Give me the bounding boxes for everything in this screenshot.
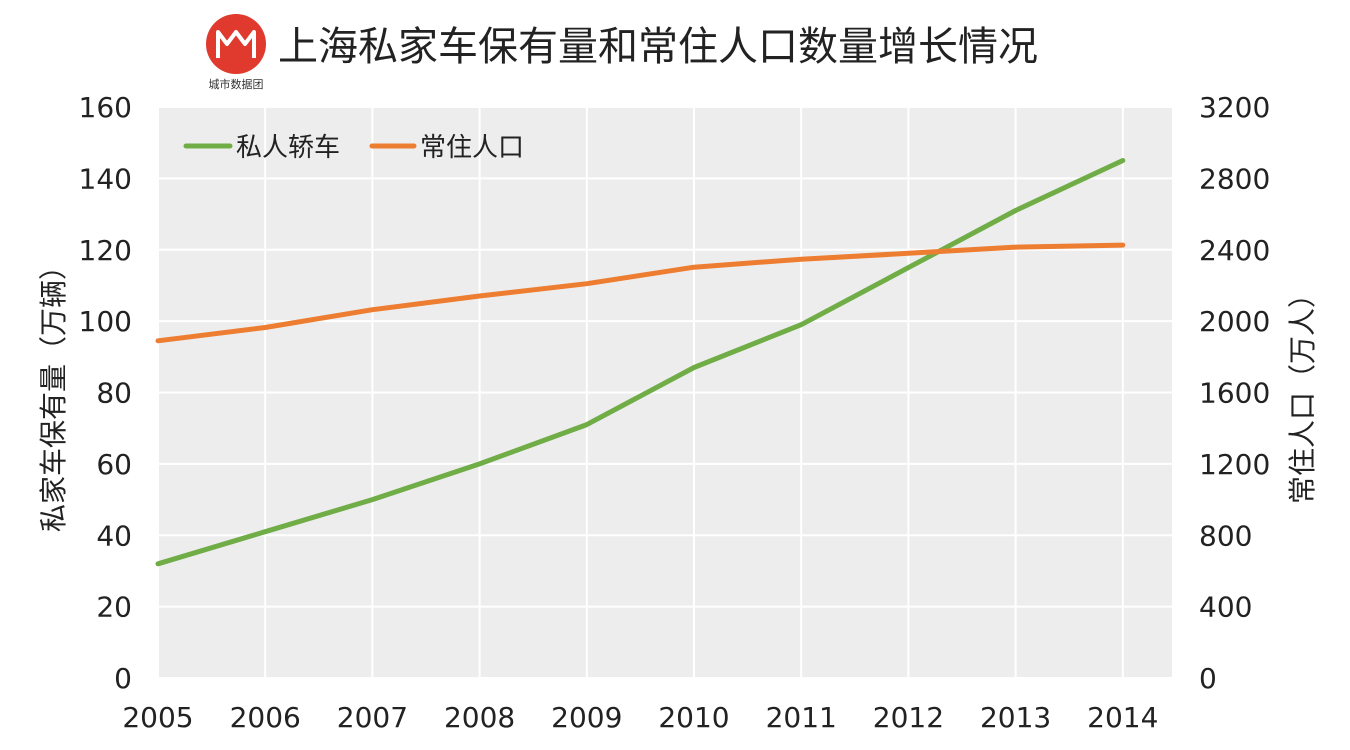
right-tick-label: 2000 bbox=[1199, 305, 1270, 338]
logo-caption: 城市数据团 bbox=[209, 77, 264, 91]
x-tick-label: 2012 bbox=[873, 701, 944, 734]
right-tick-label: 3200 bbox=[1199, 91, 1270, 124]
x-tick-label: 2005 bbox=[122, 701, 193, 734]
right-tick-label: 0 bbox=[1199, 662, 1217, 695]
x-tick-label: 2014 bbox=[1087, 701, 1158, 734]
right-tick-label: 400 bbox=[1199, 591, 1252, 624]
right-tick-label: 2400 bbox=[1199, 234, 1270, 267]
left-tick-label: 60 bbox=[96, 448, 132, 481]
left-tick-label: 20 bbox=[96, 591, 132, 624]
right-axis-title: 常住人口（万人） bbox=[1286, 280, 1319, 504]
series-lines bbox=[155, 158, 1126, 567]
x-tick-label: 2006 bbox=[230, 701, 301, 734]
header: 城市数据团 上海私家车保有量和常住人口数量增长情况 bbox=[206, 14, 1038, 91]
left-tick-label: 80 bbox=[96, 377, 132, 410]
x-axis-ticks: 2005 2006 2007 2008 2009 2010 2011 2012 2013 2014 bbox=[122, 701, 1158, 734]
series-line-cars bbox=[155, 158, 1126, 567]
left-tick-label: 120 bbox=[79, 234, 132, 267]
left-tick-label: 100 bbox=[79, 305, 132, 338]
left-tick-label: 160 bbox=[79, 91, 132, 124]
x-tick-label: 2010 bbox=[658, 701, 729, 734]
logo-icon bbox=[206, 14, 266, 74]
right-tick-label: 2800 bbox=[1199, 162, 1270, 195]
series-line-population bbox=[155, 242, 1126, 344]
left-axis-title: 私家车保有量（万辆） bbox=[37, 252, 70, 532]
left-tick-label: 140 bbox=[79, 162, 132, 195]
x-tick-label: 2007 bbox=[337, 701, 408, 734]
left-axis-ticks: 0 20 40 60 80 100 120 140 160 bbox=[79, 91, 132, 695]
x-tick-label: 2013 bbox=[980, 701, 1051, 734]
right-tick-label: 1600 bbox=[1199, 377, 1270, 410]
x-tick-label: 2011 bbox=[766, 701, 837, 734]
legend-label-cars: 私人轿车 bbox=[236, 133, 340, 163]
x-tick-label: 2009 bbox=[551, 701, 622, 734]
left-tick-label: 0 bbox=[114, 662, 132, 695]
legend-label-population: 常住人口 bbox=[420, 133, 524, 163]
chart-title: 上海私家车保有量和常住人口数量增长情况 bbox=[278, 24, 1038, 70]
logo-mark bbox=[216, 30, 256, 58]
legend: 私人轿车 常住人口 bbox=[183, 133, 524, 163]
x-tick-label: 2008 bbox=[444, 701, 515, 734]
right-axis-ticks: 0 400 800 1200 1600 2000 2400 2800 3200 bbox=[1199, 91, 1270, 695]
right-tick-label: 800 bbox=[1199, 519, 1252, 552]
right-tick-label: 1200 bbox=[1199, 448, 1270, 481]
left-tick-label: 40 bbox=[96, 519, 132, 552]
